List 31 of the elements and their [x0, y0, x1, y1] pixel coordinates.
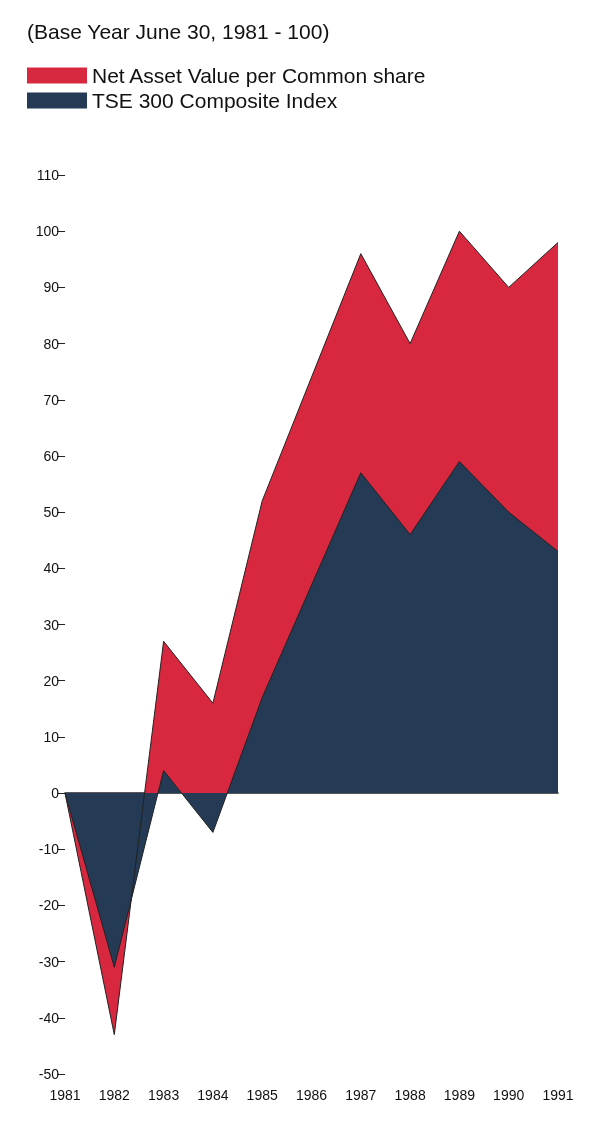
y-tick-label: 50 — [43, 504, 60, 521]
y-tick-label: 30 — [43, 616, 60, 633]
y-tick-label: 110 — [36, 167, 60, 183]
y-tick-label: -20 — [38, 897, 60, 914]
y-tick-label: 0 — [51, 785, 60, 802]
legend-label: Net Asset Value per Common share — [92, 64, 426, 87]
y-tick-label: 60 — [43, 447, 60, 464]
x-tick-label: 1990 — [493, 1087, 525, 1103]
legend-label: TSE 300 Composite Index — [92, 89, 338, 112]
y-tick-label: 80 — [43, 335, 60, 352]
y-tick-label: 90 — [43, 279, 60, 296]
x-tick-label: 1986 — [295, 1087, 328, 1103]
y-tick-label: -50 — [38, 1066, 60, 1082]
x-tick-label: 1983 — [148, 1087, 180, 1103]
x-tick-label: 1987 — [345, 1087, 377, 1103]
x-tick-label: 1985 — [246, 1087, 278, 1103]
x-tick-label: 1984 — [197, 1087, 229, 1103]
x-tick-label: 1981 — [49, 1087, 81, 1103]
y-tick-label: 10 — [43, 728, 60, 745]
y-tick-label: 70 — [43, 391, 60, 408]
y-tick-label: 40 — [43, 560, 60, 577]
x-tick-label: 1982 — [98, 1087, 131, 1103]
y-tick-label: -40 — [38, 1009, 60, 1026]
chart-title: (Base Year June 30, 1981 - 100) — [27, 20, 330, 43]
x-tick-label: 1988 — [394, 1087, 426, 1103]
y-tick-label: 100 — [35, 223, 60, 240]
y-tick-label: -30 — [38, 953, 60, 970]
x-tick-label: 1989 — [443, 1087, 476, 1103]
x-tick-label: 1991 — [542, 1087, 574, 1103]
y-tick-label: 20 — [43, 672, 60, 689]
y-tick-label: -10 — [38, 841, 60, 858]
